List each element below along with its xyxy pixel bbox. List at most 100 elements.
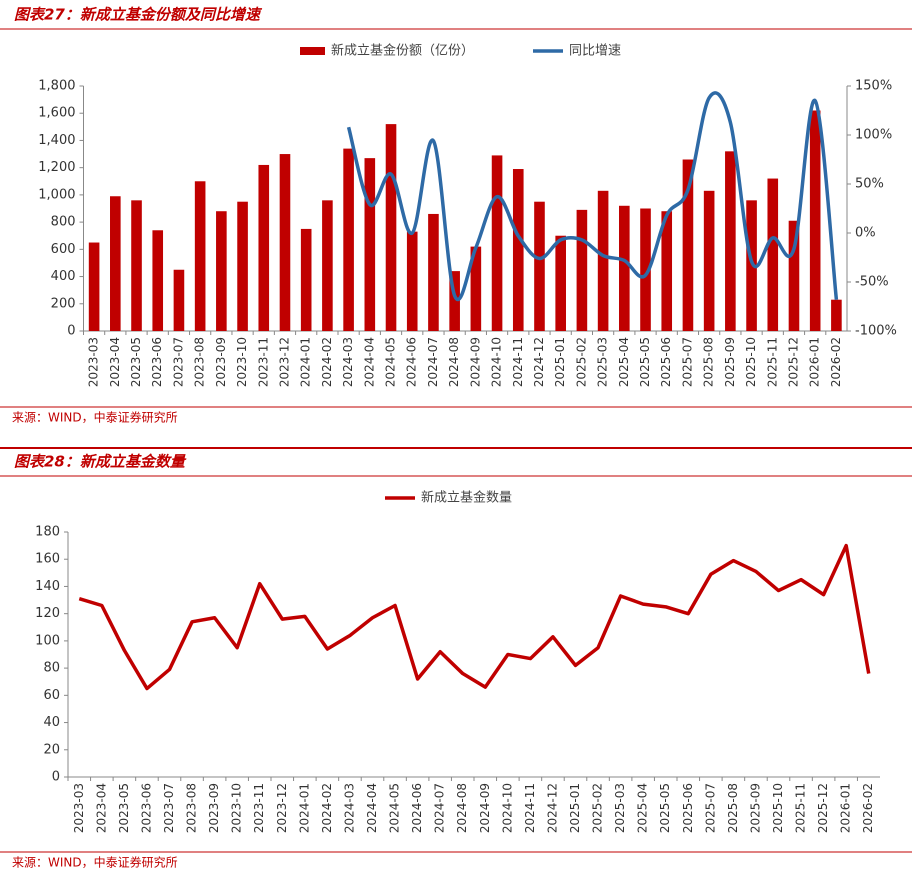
x-tick-label: 2023-09 [214, 337, 228, 387]
bar [216, 211, 227, 331]
x-tick-label: 2025-11 [765, 337, 779, 387]
x-tick-label: 2024-01 [299, 337, 313, 387]
bar [512, 169, 524, 331]
y-tick-label: 180 [35, 525, 60, 540]
bar [173, 269, 185, 331]
x-tick-label: 2025-08 [726, 783, 740, 833]
source: 来源：WIND，中泰证券研究所 [12, 410, 178, 425]
y-tick-label: 120 [35, 606, 60, 621]
x-tick-label: 2024-06 [410, 783, 424, 833]
y-tick-label: 200 [51, 296, 76, 311]
bar [640, 208, 651, 331]
x-tick-label: 2025-05 [658, 783, 672, 833]
bar [682, 159, 694, 331]
x-tick-label: 2024-02 [320, 337, 334, 387]
x-tick-label: 2025-06 [681, 783, 695, 833]
bar [110, 196, 121, 331]
y2-tick-label: -50% [855, 275, 889, 290]
x-tick-label: 2024-12 [532, 337, 546, 387]
x-tick-label: 2024-11 [511, 337, 525, 387]
x-tick-label: 2023-12 [275, 783, 289, 833]
x-tick-label: 2025-01 [568, 783, 582, 833]
x-tick-label: 2026-01 [808, 337, 822, 387]
x-tick-label: 2024-08 [455, 783, 469, 833]
x-tick-label: 2024-07 [433, 783, 447, 833]
x-tick-label: 2024-02 [320, 783, 334, 833]
x-tick-label: 2024-07 [426, 337, 440, 387]
x-tick-label: 2023-12 [277, 337, 291, 387]
x-tick-label: 2023-04 [94, 783, 108, 833]
bar [258, 164, 270, 331]
y2-tick-label: -100% [855, 324, 897, 339]
y-tick-label: 100 [35, 633, 60, 648]
x-tick-label: 2025-12 [786, 337, 800, 387]
y-tick-label: 1,400 [38, 133, 75, 148]
x-tick-label: 2023-05 [117, 783, 131, 833]
y-tick-label: 600 [51, 242, 76, 257]
bar [576, 209, 588, 331]
x-tick-label: 2023-11 [256, 337, 270, 387]
x-tick-label: 2024-03 [341, 337, 355, 387]
x-tick-label: 2023-06 [139, 783, 153, 833]
x-tick-label: 2025-04 [636, 783, 650, 833]
x-tick-label: 2026-01 [839, 783, 853, 833]
bar [534, 201, 545, 331]
x-tick-label: 2026-02 [829, 337, 843, 387]
x-tick-label: 2023-09 [207, 783, 221, 833]
x-tick-label: 2025-10 [771, 783, 785, 833]
bar [428, 213, 439, 331]
y-tick-label: 80 [43, 661, 60, 676]
x-tick-label: 2025-04 [617, 337, 631, 387]
y-tick-label: 20 [43, 742, 60, 757]
y-tick-label: 0 [52, 770, 60, 785]
x-tick-label: 2023-07 [171, 337, 185, 387]
y2-tick-label: 150% [855, 79, 892, 94]
x-tick-label: 2024-05 [384, 337, 398, 387]
y-tick-label: 140 [35, 579, 60, 594]
x-tick-label: 2023-03 [72, 783, 86, 833]
x-tick-label: 2025-05 [638, 337, 652, 387]
bar [831, 299, 842, 331]
x-tick-label: 2023-03 [87, 337, 101, 387]
bar [767, 178, 779, 331]
line [346, 91, 839, 301]
bar [152, 230, 164, 331]
x-tick-label: 2024-08 [447, 337, 461, 387]
bar [237, 201, 248, 331]
bar [343, 148, 354, 331]
y-tick-label: 1,200 [38, 160, 75, 175]
x-tick-label: 2024-09 [478, 783, 492, 833]
x-tick-label: 2024-12 [545, 783, 559, 833]
x-tick-label: 2024-04 [362, 337, 376, 387]
bar [788, 220, 800, 331]
y-tick-label: 400 [51, 269, 76, 284]
figure-title: 图表27：新成立基金份额及同比增速 [14, 6, 263, 24]
x-tick-label: 2025-11 [794, 783, 808, 833]
x-tick-label: 2025-03 [613, 783, 627, 833]
x-tick-label: 2023-08 [193, 337, 207, 387]
bar [364, 158, 376, 331]
x-tick-label: 2024-03 [342, 783, 356, 833]
x-tick-label: 2024-06 [405, 337, 419, 387]
x-tick-label: 2025-08 [702, 337, 716, 387]
x-tick-label: 2024-11 [523, 783, 537, 833]
x-tick-label: 2025-07 [680, 337, 694, 387]
y-tick-label: 160 [35, 552, 60, 567]
x-tick-label: 2023-05 [129, 337, 143, 387]
y-tick-label: 1,800 [38, 79, 75, 94]
y2-tick-label: 0% [855, 226, 876, 241]
bar [619, 205, 630, 331]
x-tick-label: 2023-07 [162, 783, 176, 833]
y-tick-label: 1,000 [38, 187, 75, 202]
x-tick-label: 2024-09 [468, 337, 482, 387]
bar [470, 246, 482, 331]
bar [279, 154, 291, 331]
bar [88, 242, 100, 331]
x-tick-label: 2025-02 [591, 783, 605, 833]
line [78, 543, 871, 691]
x-tick-label: 2025-03 [596, 337, 610, 387]
x-tick-label: 2025-01 [553, 337, 567, 387]
bar [597, 190, 609, 331]
x-tick-label: 2026-02 [861, 783, 875, 833]
legend-label: 同比增速 [569, 44, 621, 59]
